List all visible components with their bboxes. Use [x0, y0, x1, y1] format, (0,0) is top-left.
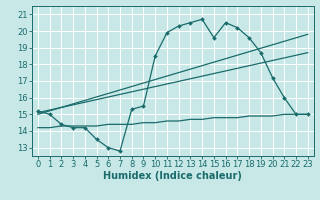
X-axis label: Humidex (Indice chaleur): Humidex (Indice chaleur) — [103, 171, 242, 181]
